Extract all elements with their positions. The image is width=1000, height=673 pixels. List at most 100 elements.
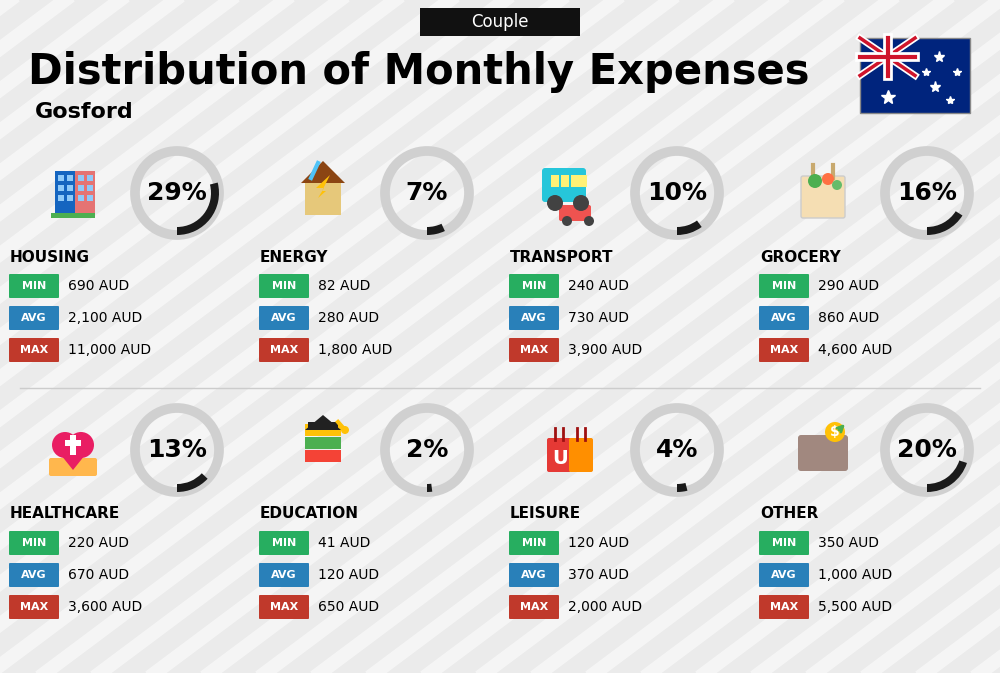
FancyBboxPatch shape bbox=[9, 338, 59, 362]
Text: 29%: 29% bbox=[147, 181, 207, 205]
Text: AVG: AVG bbox=[521, 570, 547, 580]
Text: 3,600 AUD: 3,600 AUD bbox=[68, 600, 142, 614]
Text: MAX: MAX bbox=[520, 345, 548, 355]
FancyBboxPatch shape bbox=[759, 306, 809, 330]
Text: OTHER: OTHER bbox=[760, 507, 818, 522]
Text: 2,000 AUD: 2,000 AUD bbox=[568, 600, 642, 614]
FancyBboxPatch shape bbox=[9, 563, 59, 587]
Circle shape bbox=[52, 432, 78, 458]
Text: 650 AUD: 650 AUD bbox=[318, 600, 379, 614]
Text: 7%: 7% bbox=[406, 181, 448, 205]
FancyBboxPatch shape bbox=[305, 437, 341, 449]
Circle shape bbox=[825, 422, 845, 442]
FancyBboxPatch shape bbox=[259, 338, 309, 362]
Text: $: $ bbox=[830, 425, 840, 439]
FancyBboxPatch shape bbox=[420, 8, 580, 36]
FancyBboxPatch shape bbox=[308, 422, 338, 430]
FancyBboxPatch shape bbox=[49, 458, 97, 476]
Text: MAX: MAX bbox=[770, 345, 798, 355]
FancyBboxPatch shape bbox=[509, 338, 559, 362]
FancyBboxPatch shape bbox=[78, 175, 84, 181]
Text: 5,500 AUD: 5,500 AUD bbox=[818, 600, 892, 614]
FancyBboxPatch shape bbox=[87, 185, 93, 191]
Text: 2,100 AUD: 2,100 AUD bbox=[68, 311, 142, 325]
Text: 370 AUD: 370 AUD bbox=[568, 568, 629, 582]
FancyBboxPatch shape bbox=[801, 176, 845, 218]
FancyBboxPatch shape bbox=[67, 185, 73, 191]
Text: 220 AUD: 220 AUD bbox=[68, 536, 129, 550]
Text: 280 AUD: 280 AUD bbox=[318, 311, 379, 325]
Text: 690 AUD: 690 AUD bbox=[68, 279, 129, 293]
Text: HOUSING: HOUSING bbox=[10, 250, 90, 264]
Wedge shape bbox=[927, 211, 962, 235]
Text: AVG: AVG bbox=[271, 313, 297, 323]
FancyBboxPatch shape bbox=[509, 595, 559, 619]
Text: AVG: AVG bbox=[21, 570, 47, 580]
FancyBboxPatch shape bbox=[759, 338, 809, 362]
Circle shape bbox=[547, 195, 563, 211]
Text: MIN: MIN bbox=[272, 538, 296, 548]
Text: 4,600 AUD: 4,600 AUD bbox=[818, 343, 892, 357]
Wedge shape bbox=[677, 483, 687, 492]
Text: MAX: MAX bbox=[20, 602, 48, 612]
FancyBboxPatch shape bbox=[9, 595, 59, 619]
Text: MAX: MAX bbox=[520, 602, 548, 612]
Text: 82 AUD: 82 AUD bbox=[318, 279, 370, 293]
Text: Couple: Couple bbox=[471, 13, 529, 31]
FancyBboxPatch shape bbox=[860, 38, 970, 113]
Circle shape bbox=[573, 195, 589, 211]
Text: LEISURE: LEISURE bbox=[510, 507, 581, 522]
FancyBboxPatch shape bbox=[65, 440, 81, 446]
FancyBboxPatch shape bbox=[509, 274, 559, 298]
Polygon shape bbox=[301, 161, 345, 183]
Text: HEALTHCARE: HEALTHCARE bbox=[10, 507, 120, 522]
Circle shape bbox=[68, 432, 94, 458]
Text: MIN: MIN bbox=[772, 538, 796, 548]
Wedge shape bbox=[427, 223, 445, 235]
Text: 290 AUD: 290 AUD bbox=[818, 279, 879, 293]
Wedge shape bbox=[177, 473, 208, 492]
FancyBboxPatch shape bbox=[569, 438, 593, 472]
Text: 16%: 16% bbox=[897, 181, 957, 205]
FancyBboxPatch shape bbox=[87, 195, 93, 201]
FancyBboxPatch shape bbox=[55, 171, 91, 215]
Text: MAX: MAX bbox=[770, 602, 798, 612]
Text: 860 AUD: 860 AUD bbox=[818, 311, 879, 325]
Wedge shape bbox=[927, 460, 967, 492]
Text: 20%: 20% bbox=[897, 438, 957, 462]
Text: EDUCATION: EDUCATION bbox=[260, 507, 359, 522]
FancyBboxPatch shape bbox=[509, 306, 559, 330]
Circle shape bbox=[822, 173, 834, 185]
Text: MIN: MIN bbox=[22, 281, 46, 291]
FancyBboxPatch shape bbox=[547, 438, 571, 472]
Text: GROCERY: GROCERY bbox=[760, 250, 841, 264]
FancyBboxPatch shape bbox=[579, 175, 587, 187]
FancyBboxPatch shape bbox=[51, 213, 95, 218]
FancyBboxPatch shape bbox=[759, 563, 809, 587]
FancyBboxPatch shape bbox=[78, 185, 84, 191]
FancyBboxPatch shape bbox=[305, 183, 341, 215]
Text: 2%: 2% bbox=[406, 438, 448, 462]
Polygon shape bbox=[53, 445, 93, 470]
Text: 10%: 10% bbox=[647, 181, 707, 205]
Text: AVG: AVG bbox=[521, 313, 547, 323]
Text: MAX: MAX bbox=[20, 345, 48, 355]
Wedge shape bbox=[177, 182, 219, 235]
Text: MIN: MIN bbox=[22, 538, 46, 548]
Text: 41 AUD: 41 AUD bbox=[318, 536, 370, 550]
Text: 4%: 4% bbox=[656, 438, 698, 462]
Text: 350 AUD: 350 AUD bbox=[818, 536, 879, 550]
FancyBboxPatch shape bbox=[561, 175, 569, 187]
Text: Gosford: Gosford bbox=[35, 102, 134, 122]
FancyBboxPatch shape bbox=[571, 175, 579, 187]
Text: 11,000 AUD: 11,000 AUD bbox=[68, 343, 151, 357]
Text: U: U bbox=[552, 448, 568, 468]
FancyBboxPatch shape bbox=[509, 531, 559, 555]
FancyBboxPatch shape bbox=[798, 435, 848, 471]
FancyBboxPatch shape bbox=[259, 274, 309, 298]
Text: AVG: AVG bbox=[271, 570, 297, 580]
FancyBboxPatch shape bbox=[305, 424, 341, 436]
FancyBboxPatch shape bbox=[58, 185, 64, 191]
FancyBboxPatch shape bbox=[58, 195, 64, 201]
Circle shape bbox=[584, 216, 594, 226]
